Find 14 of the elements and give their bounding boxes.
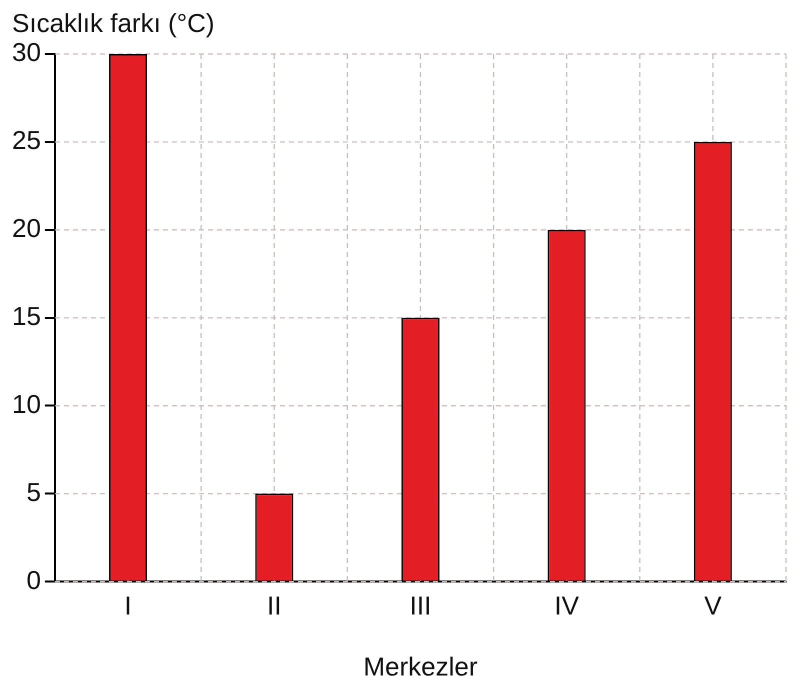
x-tick-label: V: [704, 590, 722, 620]
y-axis-title: Sıcaklık farkı (°C): [12, 8, 215, 38]
x-tick-label: I: [124, 590, 132, 620]
x-tick-label: III: [410, 590, 432, 620]
x-tick-label: IV: [554, 590, 580, 620]
y-tick-label: 5: [26, 476, 41, 507]
y-tick-label: 30: [12, 37, 41, 68]
y-tick-label: 15: [12, 300, 41, 331]
y-tick-label: 25: [12, 125, 41, 156]
y-tick-label: 10: [12, 388, 41, 419]
x-axis-title: Merkezler: [363, 652, 478, 682]
y-tick-label: 20: [12, 213, 41, 244]
y-tick-label: 0: [26, 564, 41, 595]
x-tick-label: II: [267, 590, 282, 620]
